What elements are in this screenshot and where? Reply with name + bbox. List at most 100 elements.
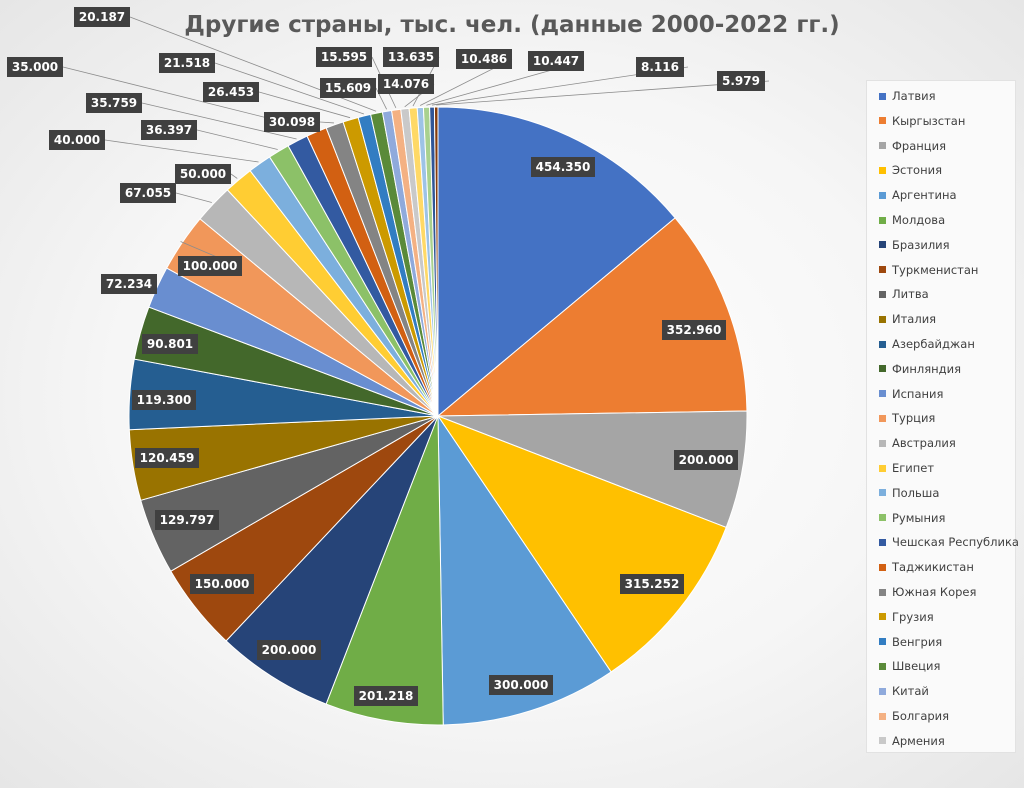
chart-legend: Латвия Кыргызстан Франция Эстония Аргентина М… [866,80,1019,753]
data-label-box [159,53,215,73]
data-label: 90.801 [142,334,198,354]
leader-lines [62,16,770,267]
legend-label: Аргентина [892,188,957,203]
data-label-box [383,47,439,67]
legend-item: Испания [879,386,943,402]
legend-label: Южная Корея [892,585,977,599]
data-label-text: 129.797 [160,513,215,527]
leader-line [319,121,334,124]
data-label-text: 150.000 [195,577,250,591]
data-label-text: 67.055 [125,186,171,200]
legend-label: Армения [892,733,945,748]
legend-item: Румыния [879,510,945,526]
data-label: 5.979 [717,71,765,91]
pie-slice [436,414,727,673]
legend-swatch [879,216,886,224]
leader-line [196,129,278,150]
leader-line [141,102,297,140]
legend-label: Финляндия [892,361,962,376]
legend-label: Бразилия [892,237,950,252]
data-label: 35.000 [7,57,63,77]
data-label-text: 5.979 [722,74,760,88]
legend-swatch [879,712,886,720]
legend-label: Азербайджан [892,337,975,351]
data-label: 20.187 [74,7,130,27]
data-label-text: 50.000 [180,167,226,181]
data-label-box [132,390,196,410]
legend-item: Китай [879,683,929,699]
legend-label: Испания [892,386,944,401]
data-label-box [531,157,595,177]
data-label-box [74,7,130,27]
legend-swatch [879,514,886,522]
legend-swatch [879,538,886,546]
data-label-box [316,47,372,67]
data-label-box [528,51,584,71]
data-label: 200.000 [257,640,321,660]
legend-item: Аргентина [879,187,957,203]
data-label: 72.234 [101,274,157,294]
data-label-text: 72.234 [106,277,152,291]
pie-slice [437,106,676,418]
legend-swatch [879,166,886,174]
data-label-box [141,120,197,140]
legend-item: Армения [879,733,945,749]
legend-swatch [879,191,886,199]
legend-item: Венгрия [879,634,942,650]
legend-label: Турция [892,411,936,426]
data-label: 10.447 [528,51,584,71]
data-label-box [49,130,105,150]
legend-swatch [879,266,886,274]
data-label-text: 10.486 [461,52,507,66]
data-label: 26.453 [203,82,259,102]
data-label-box [257,640,321,660]
legend-swatch [879,142,886,150]
legend-label: Италия [892,312,937,327]
data-label-text: 15.609 [325,81,371,95]
legend-item: Египет [879,460,934,476]
data-label-box [320,78,376,98]
pie-slice [436,217,748,417]
leader-line [436,80,770,106]
pie-slice [325,415,444,726]
data-label-text: 36.397 [146,123,192,137]
data-label-box [456,49,512,69]
data-label-text: 119.300 [137,393,192,407]
data-label: 120.459 [135,448,199,468]
pie-slices [128,106,748,726]
data-label-box [190,574,254,594]
pie-slice [225,415,439,705]
legend-swatch [879,241,886,249]
legend-swatch [879,588,886,596]
legend-item: Австралия [879,435,956,451]
data-label-text: 100.000 [183,259,238,273]
legend-item: Швеция [879,658,940,674]
legend-swatch [879,489,886,497]
legend-swatch [879,687,886,695]
legend-swatch [879,315,886,323]
data-label-box [636,57,684,77]
pie-slice [433,106,439,417]
legend-item: Италия [879,311,936,327]
legend-item: Франция [879,138,946,154]
data-label: 10.486 [456,49,512,69]
data-label: 315.252 [620,574,684,594]
legend-item: Польша [879,485,939,501]
legend-swatch [879,439,886,447]
data-label-text: 315.252 [625,577,680,591]
data-label-text: 35.000 [12,60,58,74]
legend-item: Азербайджан [879,336,975,352]
data-label: 50.000 [175,164,231,184]
legend-swatch [879,662,886,670]
legend-label: Кыргызстан [892,113,966,128]
data-label: 14.076 [378,74,434,94]
data-label-text: 21.518 [164,56,210,70]
legend-item: Латвия [879,88,936,104]
data-label-box [86,93,142,113]
legend-swatch [879,563,886,571]
legend-item: Бразилия [879,237,950,253]
data-label-box [178,256,242,276]
legend-swatch [879,117,886,125]
legend-label: Болгария [892,709,950,723]
data-label: 150.000 [190,574,254,594]
